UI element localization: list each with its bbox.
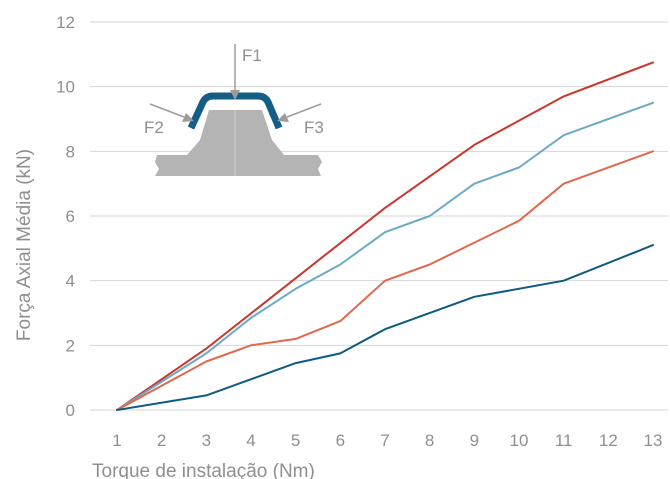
force-arrow-f3: [286, 103, 322, 118]
x-tick-label-2: 2: [157, 431, 166, 450]
y-tick-label-10: 10: [56, 78, 75, 97]
y-tick-label-4: 4: [66, 272, 75, 291]
x-tick-label-4: 4: [246, 431, 255, 450]
x-axis-label: Torque de instalação (Nm): [92, 461, 315, 479]
label-f1: F1: [242, 46, 262, 65]
x-tick-label-6: 6: [336, 431, 345, 450]
y-tick-label-6: 6: [66, 207, 75, 226]
x-tick-label-12: 12: [599, 431, 618, 450]
rail-profile: [155, 110, 322, 176]
y-axis-label: Força Axial Média (kN): [14, 149, 35, 341]
force-arrowhead-f1: [230, 90, 240, 100]
y-tick-label-2: 2: [66, 336, 75, 355]
x-tick-label-1: 1: [112, 431, 121, 450]
y-tick-label-8: 8: [66, 142, 75, 161]
force-arrowhead-f2: [182, 113, 194, 122]
series-line-2: [116, 101, 654, 411]
label-f3: F3: [304, 118, 324, 137]
x-tick-label-8: 8: [425, 431, 434, 450]
grid-layer: [90, 21, 668, 411]
x-tick-label-5: 5: [291, 431, 300, 450]
y-tick-label-12: 12: [56, 13, 75, 32]
series-line-4: [116, 244, 654, 411]
y-tick-label-0: 0: [66, 401, 75, 420]
series-line-1: [116, 61, 654, 411]
force-arrowhead-f3: [277, 113, 289, 122]
label-f2: F2: [144, 118, 164, 137]
series-line-3: [116, 150, 654, 411]
inset-diagram: F1 F2 F3: [144, 44, 324, 176]
x-tick-label-13: 13: [644, 431, 663, 450]
series-layer: [116, 61, 654, 411]
x-tick-label-9: 9: [470, 431, 479, 450]
x-tick-label-3: 3: [202, 431, 211, 450]
x-tick-label-11: 11: [555, 431, 573, 450]
force-arrow-f2: [149, 103, 185, 118]
x-tick-label-10: 10: [510, 431, 529, 450]
x-tick-label-7: 7: [380, 431, 389, 450]
